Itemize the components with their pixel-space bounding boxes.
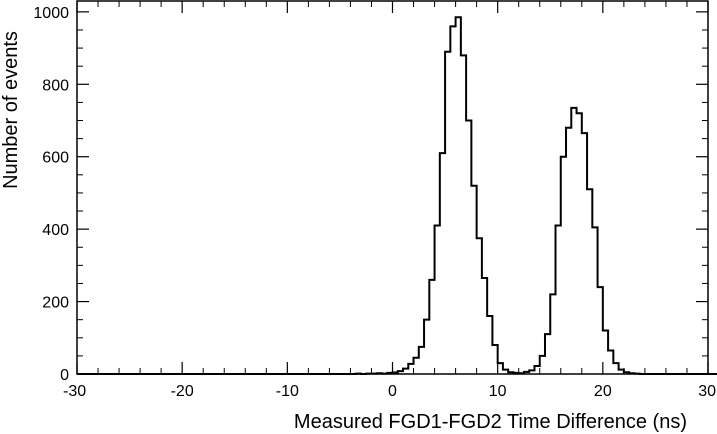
y-tick-label: 400	[42, 222, 69, 239]
x-tick-label: 20	[594, 383, 612, 400]
histogram-series	[77, 16, 717, 375]
x-tick-label: -10	[276, 383, 299, 400]
x-axis-title: Measured FGD1-FGD2 Time Difference (ns)	[294, 411, 687, 433]
plot-frame	[76, 0, 709, 375]
x-tick-label: -20	[171, 383, 194, 400]
x-tick-label: 0	[388, 383, 397, 400]
x-tick-label: 30	[698, 383, 716, 400]
x-tick-label: -30	[63, 383, 86, 400]
y-axis-ticks: 0 200 400 600 800 1000	[33, 5, 708, 384]
y-tick-label: 0	[60, 367, 69, 384]
x-axis-ticks: -30 -20 -10 0 10 20 30	[63, 1, 716, 400]
y-tick-label: 800	[42, 77, 69, 94]
y-tick-label: 1000	[33, 5, 69, 22]
y-axis-title: Number of events	[0, 31, 22, 189]
y-tick-label: 600	[42, 150, 69, 167]
y-tick-label: 200	[42, 295, 69, 312]
x-tick-label: 10	[489, 383, 507, 400]
